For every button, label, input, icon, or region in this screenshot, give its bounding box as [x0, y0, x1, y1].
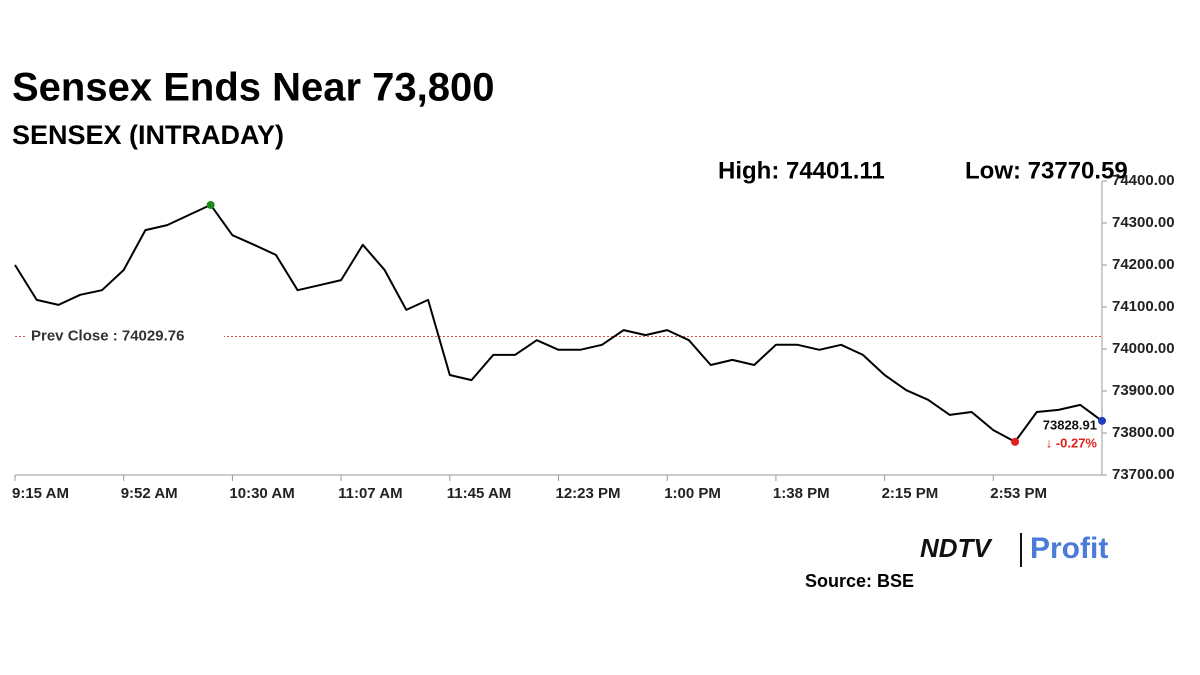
y-tick-label: 74400.00	[1112, 172, 1175, 189]
x-tick-label: 11:45 AM	[447, 485, 511, 502]
x-tick-label: 11:07 AM	[338, 485, 402, 502]
x-tick-label: 12:23 PM	[556, 485, 621, 502]
chart-title: Sensex Ends Near 73,800	[12, 66, 495, 110]
y-tick-label: 73700.00	[1112, 466, 1175, 483]
y-tick-label: 74100.00	[1112, 298, 1175, 315]
last-marker	[1098, 416, 1106, 425]
high-label: High: 74401.11	[718, 157, 885, 184]
chart-subtitle: SENSEX (INTRADAY)	[12, 120, 284, 150]
x-tick-label: 2:53 PM	[990, 485, 1047, 502]
last-value-label: 73828.91	[1043, 417, 1097, 432]
prev-close-label-bg	[26, 326, 224, 347]
y-tick-label: 74000.00	[1112, 340, 1175, 357]
source: Source: BSE	[805, 571, 914, 591]
high-marker	[206, 200, 215, 209]
y-tick-label: 73800.00	[1112, 424, 1175, 441]
logo-ndtv: NDTV	[920, 533, 993, 563]
y-tick-label: 74200.00	[1112, 256, 1175, 273]
price-line	[14, 203, 1103, 443]
x-tick-label: 1:38 PM	[773, 485, 830, 502]
y-tick-label: 74300.00	[1112, 214, 1175, 231]
x-tick-label: 9:52 AM	[121, 485, 178, 502]
logo-profit: Profit	[1030, 532, 1108, 565]
change-label: ↓ -0.27%	[1046, 435, 1098, 450]
x-tick-label: 9:15 AM	[12, 485, 69, 502]
last-label-bg	[1040, 418, 1098, 433]
x-tick-label: 1:00 PM	[664, 485, 721, 502]
low-label: Low: 73770.59	[965, 157, 1128, 184]
low-marker	[1011, 437, 1020, 446]
x-tick-label: 2:15 PM	[882, 485, 939, 502]
prev-close-label: Prev Close : 74029.76	[31, 327, 184, 344]
x-tick-label: 10:30 AM	[229, 485, 294, 502]
y-tick-label: 73900.00	[1112, 382, 1175, 399]
